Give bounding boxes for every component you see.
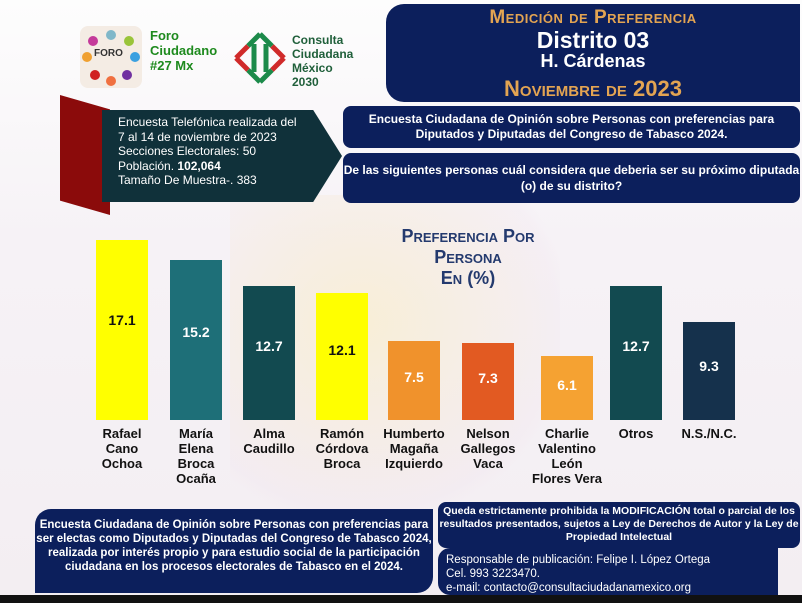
data-label: 12.7 [622,338,650,355]
bar [316,292,368,420]
category-label: Nelson Gallegos Vaca [460,426,516,471]
bar [683,322,735,420]
header-banner: Medición de Preferencia Distrito 03 H. C… [386,4,800,102]
category-label: Otros [618,426,654,441]
bar [610,286,662,420]
footer-legal-notice: Queda estrictamente prohibida la MODIFIC… [438,502,800,548]
consulta-ciudadana-name: Consulta Ciudadana México 2030 [292,33,354,89]
bar [96,240,148,420]
data-label: 7.5 [404,368,424,385]
data-label: 12.7 [255,338,283,355]
data-label: 17.1 [108,312,136,328]
foro-ciudadano-logo: FORO [80,26,142,88]
email: e-mail: contacto@consultaciudadanamexico… [446,582,691,594]
foro-ciudadano-name: Foro Ciudadano #27 Mx [150,28,218,73]
data-label: 7.3 [478,369,498,386]
survey-info-box: Encuesta Telefónica realizada del 7 al 1… [102,110,342,202]
info-line: Encuesta Telefónica realizada del [118,115,297,129]
category-label: N.S./N.C. [681,426,737,441]
date: Noviembre de 2023 [504,76,682,101]
info-line: 7 al 14 de noviembre de 2023 [118,129,277,144]
bottom-bar [0,595,802,603]
survey-title: Encuesta Ciudadana de Opinión sobre Pers… [343,106,800,148]
footer-contact: Responsable de publicación: Felipe I. Ló… [438,548,778,595]
header-title: Medición de Preferencia [489,7,697,28]
population: Población. 102,064 [118,158,221,173]
category-label: Ramón Córdova Broca [315,426,369,471]
bar-chart: 17.1 Rafael Cano Ochoa 15.2 María Elena Broca Oc… [96,240,737,486]
info-line: Tamaño De Muestra-. 383 [118,173,257,187]
category-label: Rafael Cano Ochoa [101,426,143,471]
data-label: 6.1 [557,376,577,393]
chart-title: Preferencia Por Persona En (%) [401,226,535,288]
footer-about: Encuesta Ciudadana de Opinión sobre Pers… [35,509,433,593]
phone: Cel. 993 3223470. [446,568,540,580]
data-label: 15.2 [182,324,210,340]
responsible: Responsable de publicación: Felipe I. Ló… [446,554,711,566]
category-label: Alma Caudillo [243,426,295,456]
district: Distrito 03 [536,27,650,53]
bar [462,343,514,420]
bar [243,286,295,420]
survey-question: De las siguientes personas cuál consider… [343,153,800,203]
category-label: María Elena Broca Ocaña [176,426,216,486]
consulta-ciudadana-logo [234,32,286,84]
data-label: 9.3 [699,358,719,375]
bar [541,355,593,420]
data-label: 12.1 [328,341,356,358]
place: H. Cárdenas [540,51,646,71]
category-label: Humberto Magaña Izquierdo [383,426,445,471]
red-accent-shape [60,95,110,215]
bar [170,260,222,420]
category-label: Charlie Valentino León Flores Vera [531,426,603,486]
info-line: Secciones Electorales: 50 [118,144,257,158]
bar [388,341,440,420]
